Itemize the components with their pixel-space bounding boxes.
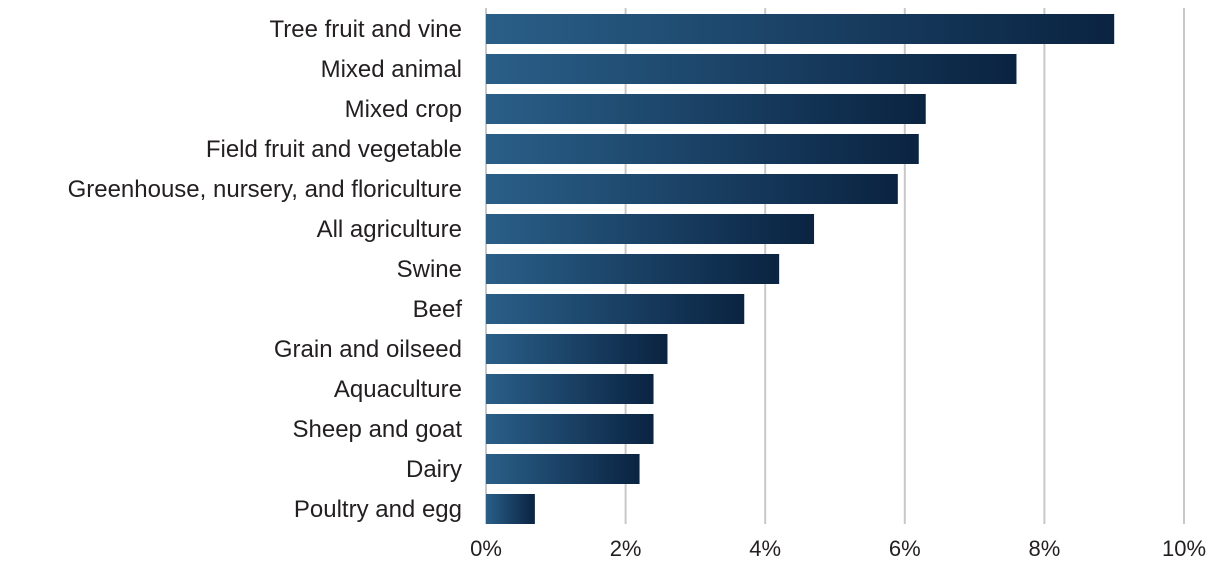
- bar: [486, 414, 654, 444]
- bar: [486, 374, 654, 404]
- category-label: Dairy: [406, 456, 462, 483]
- bar: [486, 134, 919, 164]
- category-label: Beef: [413, 296, 463, 323]
- category-label: Aquaculture: [334, 376, 462, 403]
- x-tick-label: 4%: [749, 536, 781, 561]
- bar: [486, 454, 640, 484]
- bar: [486, 94, 926, 124]
- category-label: Tree fruit and vine: [269, 16, 462, 43]
- bar: [486, 254, 780, 284]
- x-tick-label: 0%: [470, 536, 502, 561]
- category-label: Swine: [397, 256, 462, 283]
- x-tick-label: 2%: [610, 536, 642, 561]
- x-tick-label: 6%: [889, 536, 921, 561]
- bar: [486, 174, 898, 204]
- category-label: Greenhouse, nursery, and floriculture: [68, 176, 462, 203]
- x-axis-tick-labels: 0% 2% 4% 6% 8% 10%: [470, 536, 1206, 561]
- bar: [486, 214, 815, 244]
- category-labels: Tree fruit and vine Mixed animal Mixed cro…: [68, 16, 463, 523]
- x-tick-label: 8%: [1029, 536, 1061, 561]
- bar: [486, 494, 535, 524]
- category-label: Poultry and egg: [294, 496, 462, 523]
- category-label: Mixed animal: [321, 56, 462, 83]
- category-label: Grain and oilseed: [274, 336, 462, 363]
- category-label: Sheep and goat: [293, 416, 463, 443]
- bar: [486, 334, 668, 364]
- x-tick-label: 10%: [1162, 536, 1206, 561]
- bar: [486, 294, 745, 324]
- bar-layer: [486, 14, 1115, 524]
- bar: [486, 14, 1115, 44]
- bar: [486, 54, 1017, 84]
- category-label: Mixed crop: [345, 96, 462, 123]
- category-label: Field fruit and vegetable: [206, 136, 462, 163]
- category-label: All agriculture: [317, 216, 462, 243]
